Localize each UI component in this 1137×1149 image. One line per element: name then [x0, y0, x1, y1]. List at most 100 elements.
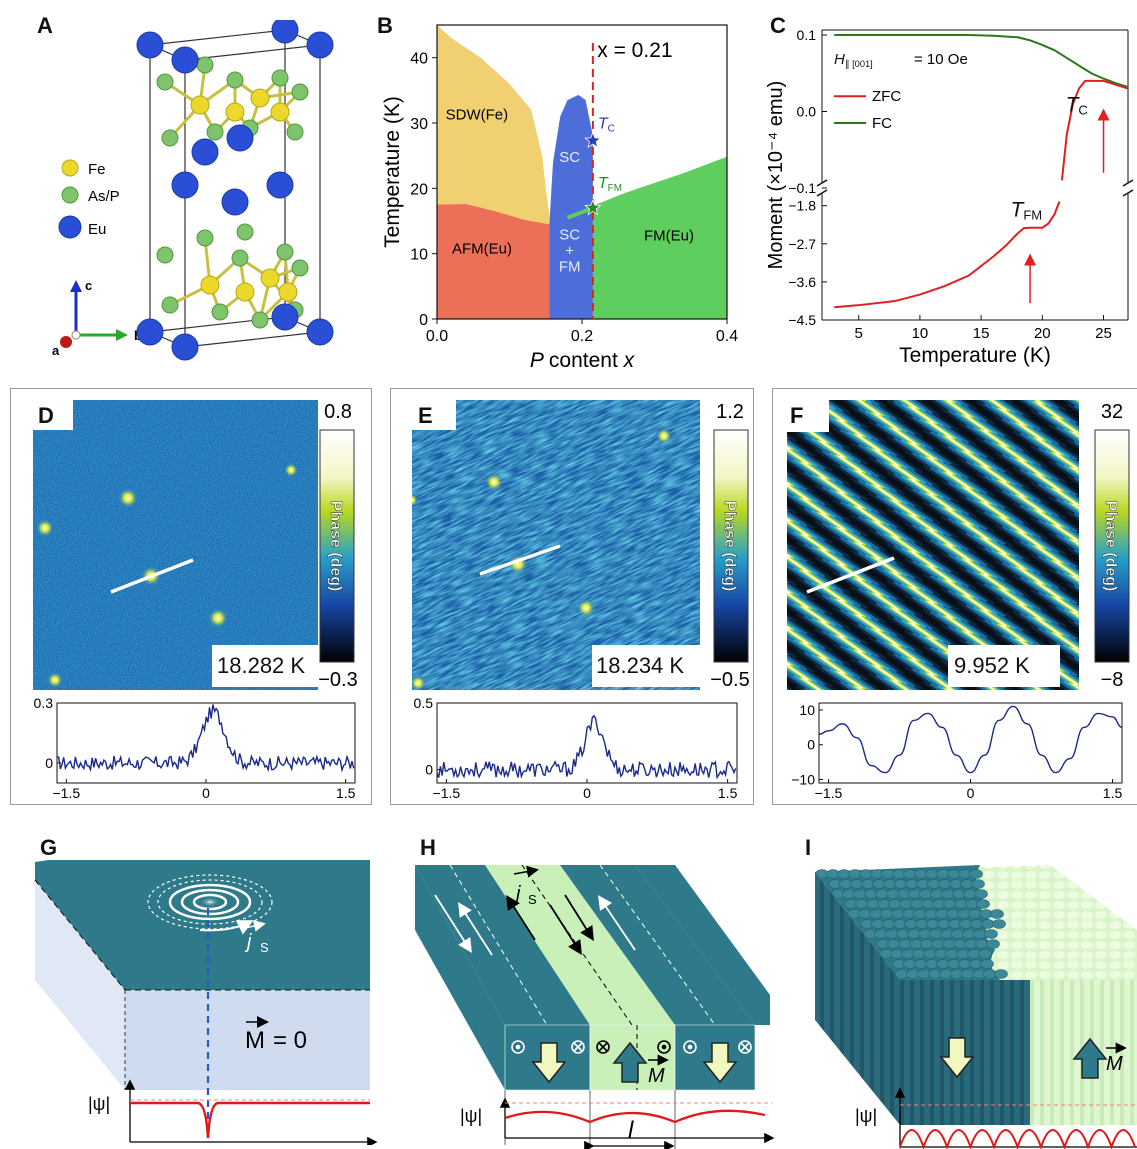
region-sdw [437, 25, 550, 225]
region-label-sc-fm: SC [559, 226, 580, 243]
as-p-atom [286, 123, 304, 141]
panel-label-b: B [377, 13, 393, 38]
x-tick-label: 15 [973, 325, 990, 342]
x-axis-label-b: P content x [530, 349, 636, 370]
cbar-max-d: 0.8 [324, 401, 352, 423]
zfc-series-low [834, 201, 1061, 309]
x-tick-label: 0.0 [426, 328, 448, 345]
y-tick-label: 0 [425, 762, 433, 778]
phase-map-f [787, 400, 1079, 690]
y-tick-label: 30 [410, 116, 428, 133]
x-tick-label: 0.4 [716, 328, 738, 345]
x-tick-label: −1.5 [815, 785, 843, 800]
crystal-structure: Fe As/P Eu c a b [52, 20, 334, 361]
region-sc [549, 94, 593, 319]
panel-label-h: H [420, 835, 436, 860]
tfm-label: TFM [598, 175, 622, 194]
region-label-sdw: SDW(Fe) [446, 107, 509, 124]
x-tick-label: 25 [1095, 325, 1112, 342]
cbar-title-e: Phase (deg) [721, 501, 738, 592]
as-p-atom [291, 259, 309, 277]
axis-break [816, 189, 828, 197]
eu-atom [171, 46, 199, 74]
x-tick-label: 0 [967, 785, 975, 800]
legend-fe: Fe [88, 161, 106, 178]
y-tick-label: −1.8 [788, 198, 816, 214]
axis-break [1122, 189, 1134, 197]
legend-zfc: ZFC [872, 88, 901, 105]
linecut-d [110, 558, 194, 594]
as-p-atom [156, 246, 174, 264]
js-label-h: j [513, 883, 521, 905]
x-tick-label: 10 [912, 325, 929, 342]
x-tick-label: 0 [583, 785, 591, 800]
cbar-title-f: Phase (deg) [1102, 501, 1119, 592]
x-tick-label: 20 [1034, 325, 1051, 342]
linecut-f [806, 556, 895, 594]
fc-series [834, 34, 1129, 88]
fe-atom [270, 102, 290, 122]
vortex-bubble [980, 959, 994, 969]
temperature-f: 9.952 K [954, 653, 1030, 678]
colorbar-d: 0.8 −0.3 Phase (deg) [318, 401, 357, 691]
y-tick-label: 10 [799, 702, 815, 718]
eu-atom [171, 171, 199, 199]
domain-stripe [787, 445, 1079, 690]
y-tick-label: −3.6 [788, 274, 816, 290]
legend-as-p: As/P [88, 188, 120, 205]
legend-eu: Eu [88, 221, 106, 238]
domain-stripe [857, 400, 1079, 582]
as-p-atom [276, 243, 294, 261]
panel-f-frame [772, 388, 1137, 805]
as-p-atom [211, 303, 229, 321]
colorbar-e: 1.2 −0.5 Phase (deg) [710, 401, 749, 691]
js-sub-g: S [260, 940, 269, 955]
y-axis-label-c: Moment (×10⁻⁴ emu) [765, 81, 787, 270]
eu-atom [266, 171, 294, 199]
profile-line [56, 704, 355, 773]
atoms [136, 20, 334, 361]
schematic-h: j S M |ψ| l [415, 864, 775, 1149]
eu-atom [171, 333, 199, 361]
y-tick-label: 0 [807, 737, 815, 753]
field-label: H∥ [001] [834, 51, 873, 69]
profile-d: 0.3 0 −1.5 0 1.5 [34, 695, 356, 800]
panel-label-i: I [805, 835, 812, 860]
y-tick-label: −0.1 [788, 180, 816, 196]
vortex-bubble [976, 899, 990, 909]
axis-break [1122, 179, 1134, 187]
psi-label-h: |ψ| [460, 1106, 482, 1126]
y-tick-label: −4.5 [788, 312, 816, 328]
as-p-atom [231, 249, 249, 267]
y-tick-label: 10 [410, 247, 428, 264]
profile-f: 10 0 −10−1.5 0 1.5 [791, 702, 1123, 800]
m-label-i: M [1106, 1053, 1123, 1075]
vortex-bubble [984, 929, 998, 939]
x-tick-label: 1.5 [336, 785, 356, 800]
annotation-x: x = 0.21 [597, 39, 672, 62]
linecut-e [479, 544, 561, 576]
domain-stripe [787, 481, 1042, 690]
domain-stripe [787, 625, 864, 690]
domain-stripe [990, 400, 1079, 474]
vortex-bubble [974, 889, 988, 899]
vortex-bubble [969, 869, 983, 879]
panel-d-frame [10, 388, 372, 805]
as-p-atom [156, 73, 174, 91]
panel-label-e: E [418, 403, 433, 428]
y-tick-label: 0.3 [34, 695, 54, 711]
eu-atom [271, 20, 299, 44]
y-tick-label: 0.1 [797, 27, 817, 43]
panel-label-g: G [40, 835, 58, 860]
temperature-d: 18.282 K [217, 653, 306, 678]
legend-fc: FC [872, 115, 892, 132]
fe-atom [190, 95, 210, 115]
x-tick-label: −1.5 [52, 785, 80, 800]
cbar-title-d: Phase (deg) [327, 501, 344, 592]
as-p-atom [236, 223, 254, 241]
y-tick-label: 20 [410, 181, 428, 198]
domain-stripe [787, 589, 909, 690]
zfc-series-high [1060, 79, 1129, 181]
x-axis-label-c: Temperature (K) [899, 344, 1051, 367]
axes-indicator: c a b [52, 278, 142, 358]
